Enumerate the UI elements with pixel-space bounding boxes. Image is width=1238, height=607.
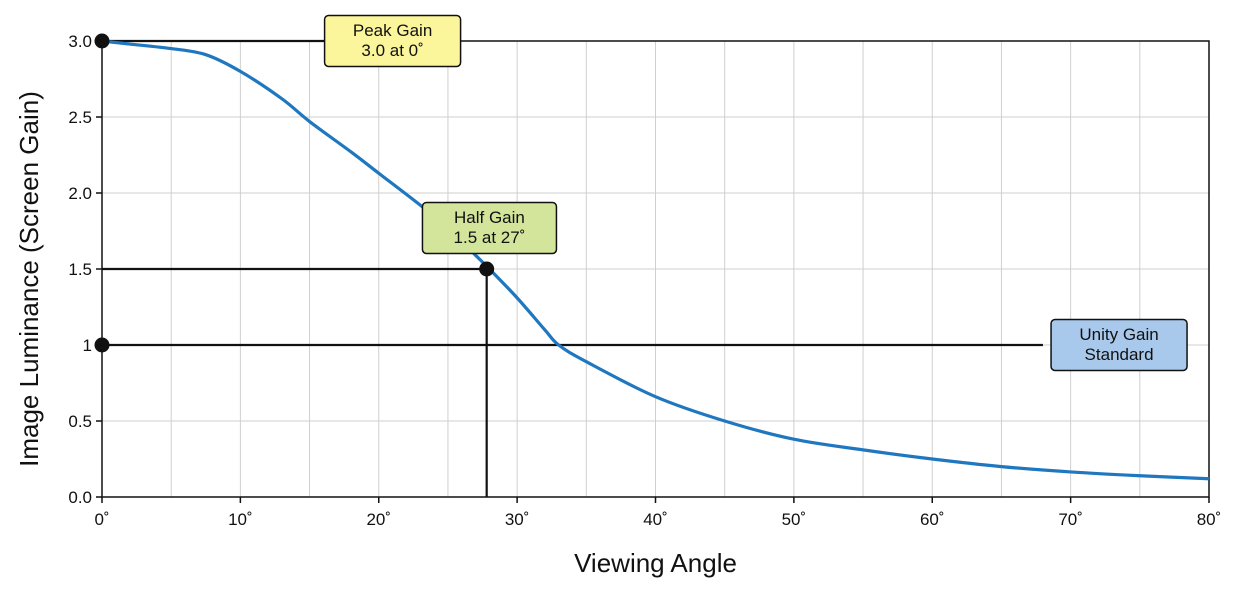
y-tick-label: 2.5 [68,108,92,127]
x-tick-label: 70˚ [1058,510,1083,529]
y-tick-label: 2.0 [68,184,92,203]
callout-text: 1.5 at 27˚ [454,228,526,247]
x-tick-label: 60˚ [920,510,945,529]
callout-text: Standard [1085,345,1154,364]
y-tick-label: 1.5 [68,260,92,279]
reference-lines [102,39,1043,497]
x-tick-label: 0˚ [94,510,109,529]
y-tick-label: 3.0 [68,32,92,51]
x-tick-label: 20˚ [366,510,391,529]
callout-text: Unity Gain [1079,325,1158,344]
y-tick-label: 0.0 [68,488,92,507]
callout-text: Half Gain [454,208,525,227]
x-tick-label: 30˚ [505,510,530,529]
callout-text: 3.0 at 0˚ [361,41,423,60]
callout-background [323,14,462,68]
callout-background [421,201,558,255]
x-axis-ticks: 0˚ 10˚ 20˚ 30˚ 40˚ 50˚ 60˚ 70˚ 80˚ [94,497,1221,529]
series [101,39,1210,481]
x-tick-label: 80˚ [1197,510,1222,529]
y-axis-title: Image Luminance (Screen Gain) [14,91,44,467]
x-tick-label: 50˚ [782,510,807,529]
callout-background [1050,318,1188,372]
point-marker [479,261,495,277]
y-tick-label: 1 [83,336,92,355]
series-line-gain [101,39,1210,481]
y-tick-label: 0.5 [68,412,92,431]
x-axis-title: Viewing Angle [574,548,737,578]
y-axis-ticks: 0.0 0.5 1 1.5 2.0 2.5 3.0 [68,32,102,507]
x-tick-label: 40˚ [643,510,668,529]
x-tick-label: 10˚ [228,510,253,529]
callout-text: Peak Gain [353,21,432,40]
